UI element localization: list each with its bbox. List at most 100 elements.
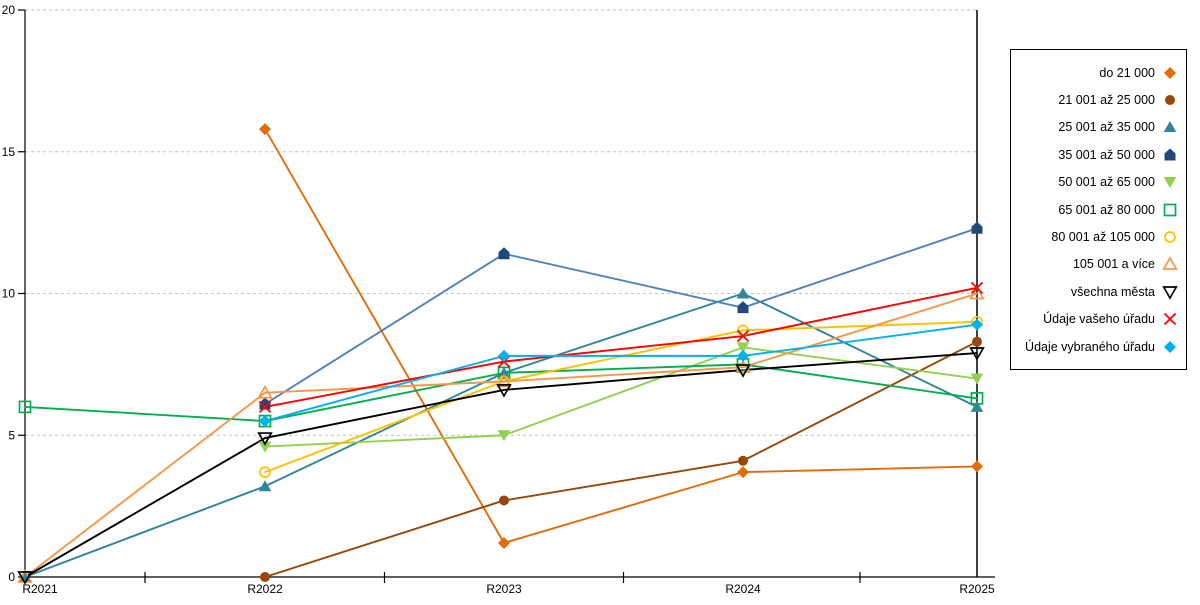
legend-item: všechna města (1015, 278, 1178, 305)
series-points-1 (260, 336, 982, 582)
triangle-up-marker-icon (1163, 121, 1177, 133)
legend: do 21 000 21 001 až 25 000 25 001 až 35 00… (1010, 49, 1187, 371)
pentagon-marker-icon (1164, 148, 1176, 161)
square-legend-icon (1162, 202, 1178, 218)
circle-marker-icon (738, 455, 748, 466)
legend-item: 65 001 až 80 000 (1015, 196, 1178, 223)
square-marker-icon (970, 392, 984, 405)
legend-item: 50 001 až 65 000 (1015, 169, 1178, 196)
circle-marker-icon (1164, 231, 1176, 243)
triangle-down-marker-icon (735, 364, 751, 378)
legend-item: do 21 000 (1015, 59, 1178, 86)
series-points-2 (18, 287, 984, 582)
y-tick-label: 15 (2, 145, 16, 159)
y-tick-label: 0 (8, 570, 15, 584)
circle-legend-icon (1162, 92, 1178, 108)
circle-marker-icon (1165, 95, 1175, 106)
series-line-4 (264, 346, 978, 448)
x-tick-label: R2022 (247, 582, 283, 596)
legend-label: všechna města (1070, 284, 1155, 299)
triangle-up-marker-icon (735, 359, 751, 374)
legend-item: 105 001 a více (1015, 251, 1178, 278)
x-tick-label: R2025 (959, 582, 995, 596)
circle-marker-icon (259, 466, 271, 478)
pentagon-legend-icon (1162, 147, 1178, 163)
diamond-marker-icon (259, 123, 271, 136)
diamond-marker-icon (1164, 66, 1176, 79)
circle-marker-icon (972, 336, 982, 347)
legend-item: 80 001 až 105 000 (1015, 223, 1178, 250)
diamond-marker-icon (259, 415, 271, 428)
diamond-marker-icon (498, 349, 510, 362)
legend-label: 21 001 až 25 000 (1058, 93, 1155, 108)
diamond-marker-icon (498, 536, 510, 549)
square-marker-icon (1163, 203, 1177, 216)
y-tick-label: 20 (2, 3, 16, 17)
legend-item: 21 001 až 25 000 (1015, 86, 1178, 113)
x-marker-icon (970, 281, 984, 294)
triangle-up-legend-icon (1162, 256, 1178, 272)
triangle-up-marker-icon (969, 285, 985, 300)
triangle-down-legend-icon (1162, 174, 1178, 190)
triangle-down-legend-icon (1162, 284, 1178, 300)
diamond-legend-icon (1162, 65, 1178, 81)
triangle-down-marker-icon (1163, 177, 1177, 189)
legend-label: Údaje vašeho úřadu (1043, 312, 1155, 327)
pentagon-marker-icon (737, 301, 749, 314)
triangle-up-marker-icon (496, 373, 512, 388)
axes: 0 5 10 15 20 R2021 R2022 R2023 R2024 R2025 (2, 3, 995, 596)
circle-legend-icon (1162, 229, 1178, 245)
triangle-up-marker-icon (1162, 256, 1178, 271)
triangle-down-marker-icon (257, 432, 273, 446)
legend-label: 105 001 a více (1072, 257, 1155, 272)
triangle-up-marker-icon (18, 571, 32, 582)
triangle-up-marker-icon (736, 287, 750, 299)
series-markers (17, 123, 985, 585)
y-tick-label: 10 (2, 287, 16, 301)
pentagon-marker-icon (259, 397, 271, 410)
pentagon-marker-icon (498, 247, 510, 260)
series-line-9 (264, 286, 978, 408)
series-points-6 (259, 316, 983, 478)
legend-label: 80 001 až 105 000 (1051, 230, 1155, 245)
series-line-3 (264, 227, 978, 406)
series-line-1 (264, 340, 978, 578)
x-tick-label: R2023 (486, 582, 522, 596)
legend-label: do 21 000 (1099, 65, 1155, 80)
pentagon-marker-icon (971, 221, 983, 234)
y-tick-label: 5 (8, 428, 15, 442)
x-marker-icon (736, 329, 750, 343)
square-marker-icon (18, 400, 32, 414)
series-points-8 (17, 347, 985, 585)
series-points-10 (259, 318, 983, 428)
series-line-7 (24, 292, 978, 578)
triangle-up-marker-icon (258, 480, 272, 492)
circle-marker-icon (260, 572, 270, 582)
x-marker-icon (1163, 313, 1177, 326)
triangle-down-marker-icon (736, 342, 750, 354)
gridlines (25, 9, 977, 436)
diamond-marker-icon (737, 466, 749, 479)
diamond-marker-icon (971, 318, 983, 331)
legend-label: 25 001 až 35 000 (1058, 120, 1155, 135)
triangle-up-legend-icon (1162, 119, 1178, 135)
x-legend-icon (1162, 311, 1178, 327)
legend-label: 35 001 až 50 000 (1058, 147, 1155, 162)
legend-item: 25 001 až 35 000 (1015, 114, 1178, 141)
legend-item: 35 001 až 50 000 (1015, 141, 1178, 168)
triangle-down-marker-icon (17, 571, 33, 585)
series-line-10 (264, 323, 978, 423)
circle-marker-icon (499, 495, 509, 506)
legend-item: Údaje vašeho úřadu (1015, 306, 1178, 333)
diamond-marker-icon (971, 460, 983, 473)
triangle-down-marker-icon (496, 384, 512, 398)
series-points-4 (258, 342, 984, 453)
triangle-down-marker-icon (497, 430, 511, 442)
series-line-8 (24, 352, 978, 578)
series-points-5 (18, 358, 984, 428)
triangle-up-marker-icon (970, 400, 984, 412)
series-points-0 (259, 123, 983, 549)
series-points-3 (259, 221, 983, 410)
